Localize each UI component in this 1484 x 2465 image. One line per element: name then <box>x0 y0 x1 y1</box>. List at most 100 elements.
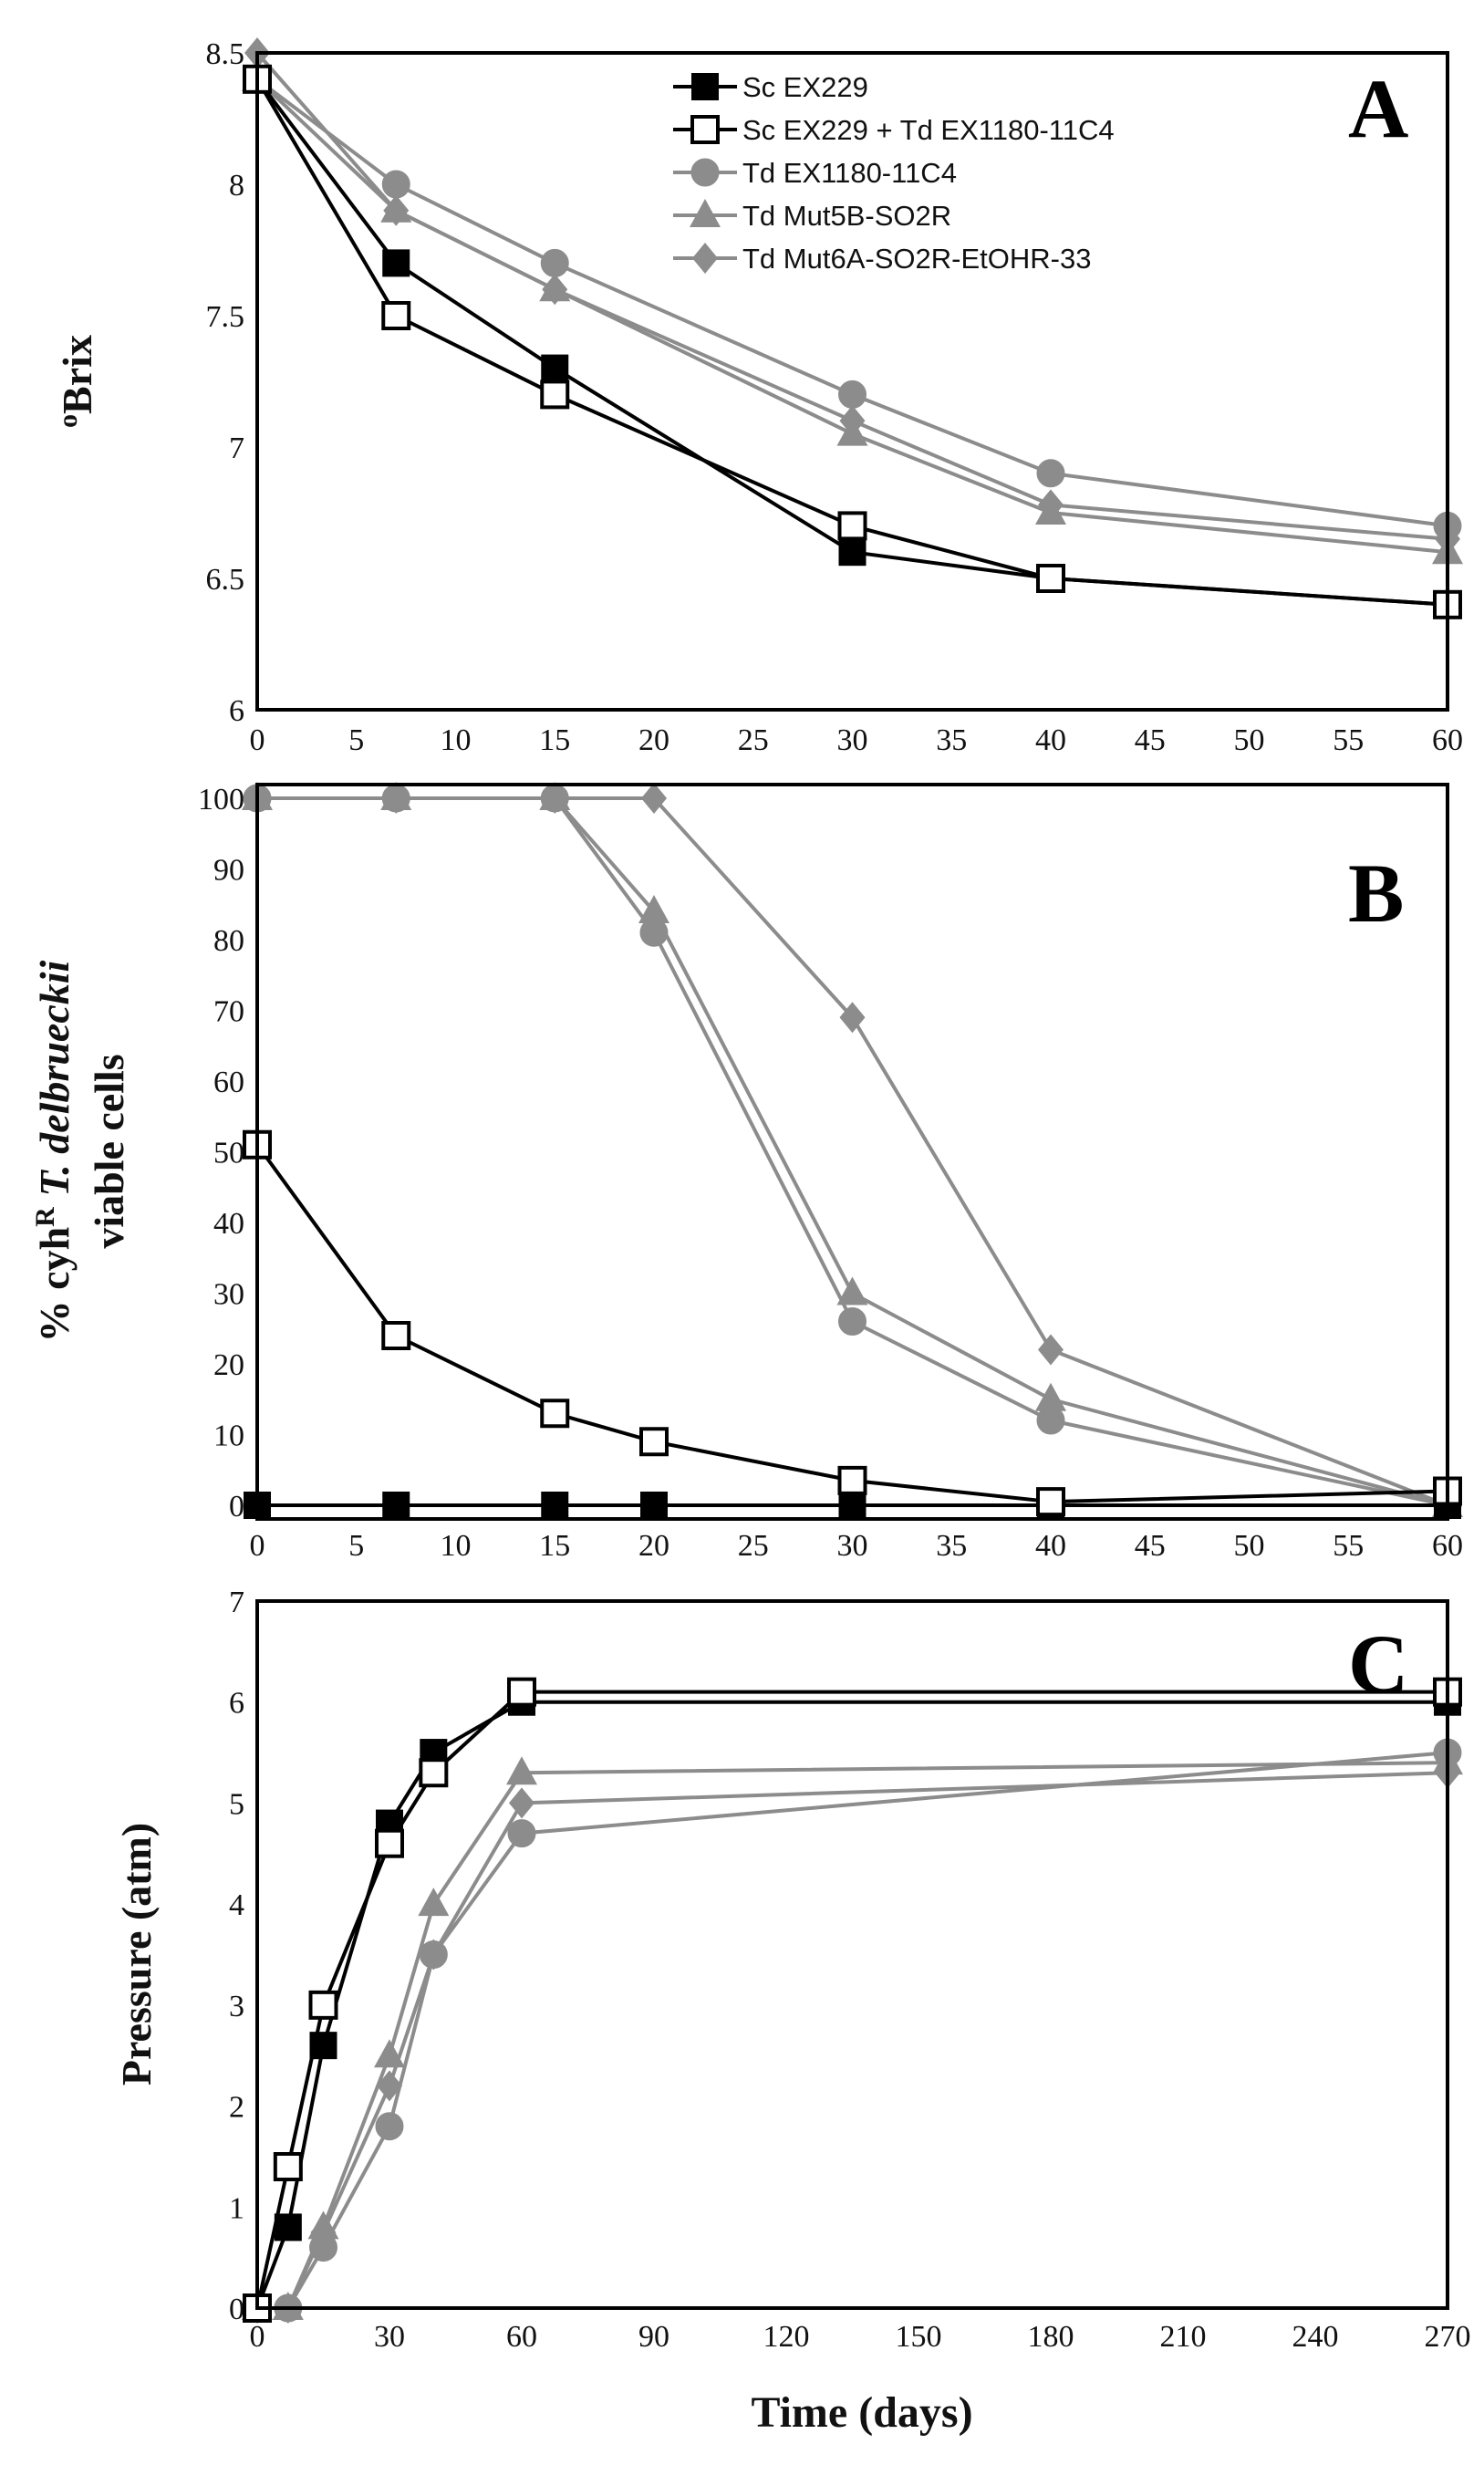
legend-label: Td Mut6A-SO2R-EtOHR-33 <box>742 243 1091 275</box>
panel-c-line-mut5b <box>257 1761 1448 2310</box>
panel-a-point-mix <box>540 380 570 410</box>
panel-a-x-tick-label: 25 <box>738 723 769 757</box>
legend-label: Td Mut5B-SO2R <box>742 200 951 232</box>
panel-c-point-mix <box>507 1677 536 1707</box>
panel-a-x-tick-label: 30 <box>837 723 868 757</box>
panel-c-y-tick-label: 6 <box>229 1687 244 1721</box>
panel-b-x-tick-label: 20 <box>638 1529 669 1563</box>
panel-c-point-td <box>309 2233 337 2262</box>
panel-b-point-mix <box>837 1465 867 1495</box>
panel-c-line-mut6a <box>257 1771 1448 2310</box>
panel-b-series-td <box>243 784 1462 1520</box>
panel-b-x-tick-label: 35 <box>936 1529 967 1563</box>
panel-a-x-tick-label: 0 <box>250 723 265 757</box>
panel-b-y-tick-label: 100 <box>198 783 244 816</box>
panel-a-x-ticks: 0 5 10 15 20 25 30 35 40 45 50 55 60 <box>250 723 1464 757</box>
panel-b-point-mut6a <box>1038 1334 1064 1366</box>
panel-b-y-tick-label: 10 <box>213 1420 244 1453</box>
panel-b-x-tick-label: 0 <box>250 1529 265 1563</box>
panel-b-y-tick-label: 90 <box>213 854 244 888</box>
panel-a-x-tick-label: 40 <box>1035 723 1066 757</box>
panel-b-y-tick-label: 20 <box>213 1348 244 1382</box>
panel-c-y-tick-label: 1 <box>229 2191 244 2225</box>
panel-a-y-ticks: 6 6.5 7 7.5 8 8.5 <box>206 37 245 728</box>
panel-c-letter: C <box>1348 1617 1408 1711</box>
panel-c-point-mut5b <box>418 1888 450 1917</box>
legend-marker <box>692 243 718 274</box>
panel-b-x-tick-label: 25 <box>738 1529 769 1563</box>
panel-b-point-mut6a <box>641 783 667 814</box>
panel-c-x-tick-label: 240 <box>1292 2320 1339 2354</box>
legend-label: Td EX1180-11C4 <box>742 157 957 189</box>
legend-label: Sc EX229 <box>742 71 868 103</box>
panel-a-x-tick-label: 45 <box>1135 723 1166 757</box>
panel-a-series <box>242 37 1463 619</box>
legend-marker <box>690 115 720 144</box>
panel-b-y-tick-label: 40 <box>213 1207 244 1241</box>
panel-a-point-mut5b <box>836 417 868 446</box>
panel-c-x-tick-label: 270 <box>1425 2320 1471 2354</box>
legend-label: Sc EX229 + Td EX1180-11C4 <box>742 114 1115 146</box>
panel-c-x-tick-label: 60 <box>506 2320 537 2354</box>
panel-c-x-label: Time (days) <box>751 2388 972 2437</box>
panel-a-x-tick-label: 60 <box>1432 723 1463 757</box>
panel-b-y-tick-label: 0 <box>229 1490 244 1524</box>
panel-c-x-tick-label: 0 <box>250 2320 265 2354</box>
legend-item-mix: Sc EX229 + Td EX1180-11C4 <box>673 114 1115 146</box>
panel-b-point-td <box>639 918 669 947</box>
legend: Sc EX229 Sc EX229 + Td EX1180-11C4 Td EX11… <box>673 71 1115 275</box>
legend-marker <box>690 158 720 187</box>
panel-a-point-sc <box>382 249 410 277</box>
panel-c-y-tick-label: 4 <box>229 1888 244 1922</box>
panel-a-point-td <box>381 170 410 199</box>
panel-c-point-mut5b <box>374 2039 405 2068</box>
panel-a-y-tick-label: 7 <box>229 432 244 465</box>
panel-a-point-td <box>540 248 569 277</box>
panel-b-series-mix <box>243 1129 1462 1517</box>
panel-b-point-mix <box>381 1321 411 1350</box>
panel-b-y-tick-label: 70 <box>213 995 244 1029</box>
panel-a-x-tick-label: 10 <box>441 723 472 757</box>
panel-a-x-tick-label: 55 <box>1333 723 1364 757</box>
panel-c-x-tick-label: 90 <box>638 2320 669 2354</box>
panel-b: 0 5 10 15 20 25 30 35 40 45 50 55 60 0 10 20 30 40 50 60 70… <box>30 782 1463 1563</box>
panel-b-point-td <box>838 1307 867 1336</box>
legend-item-sc: Sc EX229 <box>673 71 868 103</box>
panel-b-point-mut6a <box>839 1002 866 1034</box>
panel-b-y-label-line2: viable cells <box>86 1054 132 1248</box>
panel-c-line-td <box>257 1751 1448 2310</box>
panel-b-point-mut5b <box>836 1276 868 1305</box>
panel-a-letter: A <box>1348 62 1408 155</box>
panel-c-point-mix <box>308 1990 338 2020</box>
panel-c-point-td <box>375 2112 404 2141</box>
panel-a-point-td <box>1036 459 1065 488</box>
panel-b-line-mut6a <box>257 796 1448 1507</box>
panel-c-y-tick-label: 0 <box>229 2293 244 2326</box>
panel-a-point-mix <box>1036 564 1065 593</box>
legend-item-td: Td EX1180-11C4 <box>673 157 957 189</box>
panel-b-point-mut5b <box>638 895 669 923</box>
panel-b-line-mut5b <box>257 796 1448 1507</box>
panel-c-x-tick-label: 150 <box>896 2320 942 2354</box>
panel-b-y-label-species: T. delbrueckii <box>31 960 78 1207</box>
panel-a-series-mix <box>243 64 1462 619</box>
panel-a-y-label-degree: o <box>53 414 83 428</box>
panel-b-x-tick-label: 30 <box>837 1529 868 1563</box>
panel-b-point-sc <box>838 1492 867 1519</box>
panel-b-frame <box>255 783 1449 1521</box>
panel-a-x-tick-label: 15 <box>539 723 570 757</box>
panel-b-point-sc <box>541 1492 569 1519</box>
panel-b-y-tick-label: 50 <box>213 1137 244 1170</box>
panel-a-line-mix <box>255 78 1448 607</box>
panel-b-point-td <box>1036 1406 1065 1435</box>
legend-item-mut5b: Td Mut5B-SO2R <box>673 199 951 232</box>
panel-c-y-tick-label: 5 <box>229 1787 244 1821</box>
panel-c-series-mix <box>243 1677 1462 2323</box>
panel-b-series-mut6a <box>244 783 1460 1521</box>
panel-b-x-tick-label: 10 <box>441 1529 472 1563</box>
panel-b-point-mix <box>1036 1487 1065 1517</box>
panel-c-point-td <box>507 1819 536 1848</box>
panel-b-point-sc <box>382 1492 410 1519</box>
panel-a-x-tick-label: 35 <box>936 723 967 757</box>
legend-marker <box>691 73 719 100</box>
